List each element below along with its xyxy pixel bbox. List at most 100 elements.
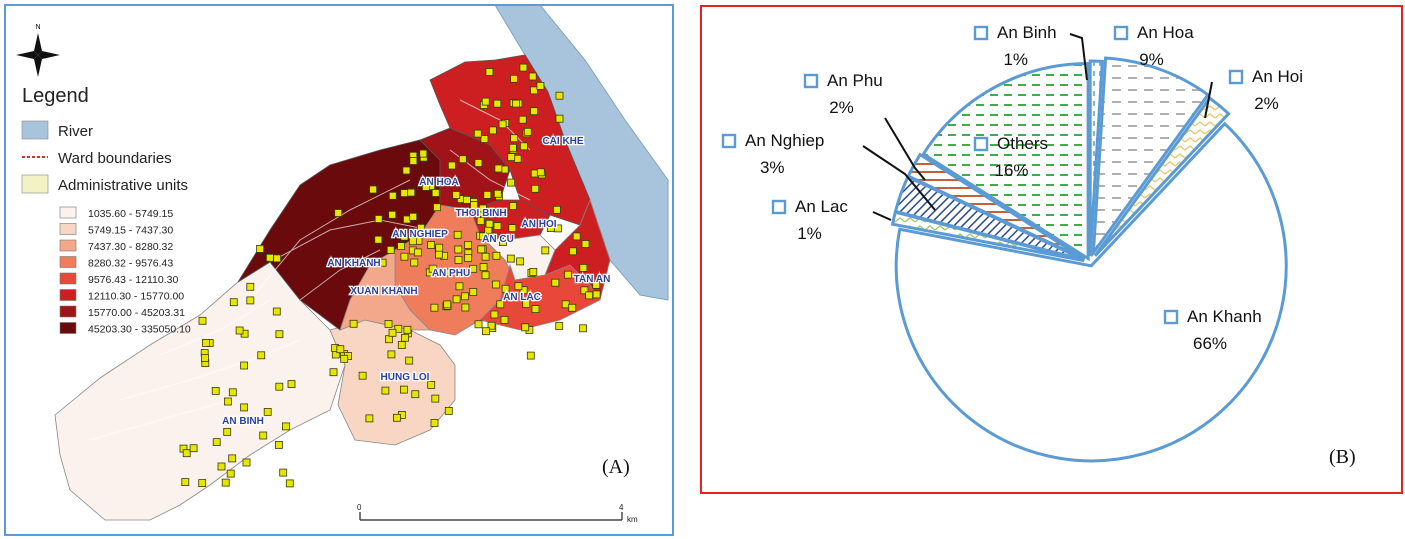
sample-marker bbox=[427, 240, 436, 249]
sample-marker bbox=[182, 449, 191, 458]
class-swatch bbox=[59, 322, 77, 334]
ward-label-an-khanh: AN KHANH bbox=[327, 258, 380, 269]
sample-marker bbox=[551, 278, 560, 287]
sample-marker bbox=[257, 351, 266, 360]
scale-bar: 0 4 km bbox=[357, 503, 638, 524]
scale-end: 4 bbox=[619, 503, 624, 512]
sample-marker bbox=[493, 99, 502, 108]
sample-marker bbox=[500, 315, 509, 324]
sample-marker bbox=[228, 388, 237, 397]
pie-legend-marker bbox=[1163, 309, 1179, 325]
sample-marker bbox=[579, 324, 587, 333]
sample-marker bbox=[464, 253, 473, 262]
sample-marker bbox=[469, 288, 478, 296]
sample-marker bbox=[454, 245, 463, 254]
sample-marker bbox=[508, 143, 517, 152]
map-legend: Legend River Ward boundaries Administrativ… bbox=[21, 85, 191, 336]
ward-label-an-nghiep: AN NGHIEP bbox=[392, 229, 448, 240]
sample-marker bbox=[242, 458, 251, 467]
pie-label-an-nghiep: An Nghiep 3% bbox=[721, 131, 824, 177]
sample-marker bbox=[572, 232, 581, 241]
sample-marker bbox=[405, 356, 414, 365]
pie-slice-percent: 1% bbox=[797, 224, 822, 243]
ward-label-an-lac: AN LAC bbox=[503, 292, 541, 303]
sample-marker bbox=[408, 237, 417, 246]
sample-marker bbox=[461, 303, 470, 312]
sample-marker bbox=[474, 320, 483, 329]
panel-b-pie-chart: An Binh 1% An Hoa 9% An Hoi 2% An Khanh 66% An L… bbox=[700, 5, 1403, 494]
sample-marker bbox=[513, 154, 522, 163]
sample-marker bbox=[349, 319, 358, 328]
sample-marker bbox=[507, 178, 516, 187]
sample-marker bbox=[381, 386, 390, 395]
sample-marker bbox=[212, 438, 221, 447]
sample-marker bbox=[553, 205, 561, 214]
sample-marker bbox=[417, 223, 425, 232]
sample-marker bbox=[454, 255, 463, 264]
pie-slice-name: An Phu bbox=[827, 71, 883, 90]
pie-label-others: Others 16% bbox=[973, 134, 1048, 180]
class-label: 15770.00 - 45203.31 bbox=[88, 307, 185, 319]
sample-marker bbox=[403, 325, 412, 334]
sample-marker bbox=[536, 82, 545, 90]
sample-marker bbox=[235, 326, 244, 335]
sample-marker bbox=[365, 414, 374, 423]
ward-an-binh bbox=[54, 261, 346, 521]
sample-marker bbox=[401, 333, 409, 342]
sample-marker bbox=[485, 219, 494, 228]
sample-marker bbox=[198, 316, 207, 325]
sample-marker bbox=[431, 394, 440, 403]
pie-legend-marker bbox=[771, 199, 787, 215]
sample-marker bbox=[481, 252, 490, 261]
ward-label-an-hoi: AN HOI bbox=[522, 219, 557, 230]
sample-marker bbox=[555, 91, 564, 100]
ward-label-cai-khe: CAI KHE bbox=[542, 136, 583, 147]
pie-slice-percent: 1% bbox=[1003, 50, 1028, 69]
sample-marker bbox=[217, 462, 226, 471]
sample-marker bbox=[569, 247, 577, 256]
class-label: 45203.30 - 335050.10 bbox=[88, 324, 191, 336]
sample-marker bbox=[430, 419, 439, 427]
sample-marker bbox=[452, 191, 461, 199]
sample-marker bbox=[246, 296, 255, 305]
compass-icon: N bbox=[16, 24, 60, 77]
pie-slice-percent: 9% bbox=[1139, 50, 1164, 69]
sample-marker bbox=[452, 295, 461, 304]
ward-label-an-binh: AN BINH bbox=[222, 416, 264, 427]
sample-marker bbox=[334, 209, 343, 217]
sample-marker bbox=[400, 252, 409, 261]
class-swatch bbox=[59, 305, 77, 318]
legend-title: Legend bbox=[22, 85, 89, 107]
sample-marker bbox=[530, 107, 538, 116]
pie-legend-marker bbox=[721, 133, 737, 149]
sample-marker bbox=[476, 217, 485, 225]
sample-marker bbox=[491, 209, 499, 218]
class-swatch bbox=[59, 239, 77, 252]
ward-label-an-phu: AN PHU bbox=[432, 268, 470, 279]
sample-marker bbox=[394, 324, 403, 333]
sample-marker bbox=[555, 322, 564, 330]
sample-marker bbox=[281, 422, 290, 431]
class-swatch bbox=[59, 289, 77, 301]
sample-marker bbox=[221, 478, 230, 487]
sample-marker bbox=[510, 134, 519, 143]
scale-start: 0 bbox=[357, 503, 362, 512]
class-range-0: 1035.60 - 5749.15 bbox=[59, 206, 173, 220]
sample-marker bbox=[531, 305, 540, 314]
legend-label: River bbox=[58, 123, 93, 140]
sample-marker bbox=[240, 361, 249, 370]
sample-marker bbox=[428, 264, 437, 273]
sample-markers bbox=[179, 63, 601, 488]
pie-slice-others bbox=[921, 61, 1090, 262]
sample-marker bbox=[453, 230, 462, 239]
sample-marker bbox=[181, 478, 190, 487]
sample-marker bbox=[388, 328, 397, 337]
sample-marker bbox=[592, 290, 601, 299]
pie-slice-name: An Binh bbox=[997, 23, 1057, 42]
pie-slice-percent: 16% bbox=[994, 161, 1028, 180]
sample-marker bbox=[489, 232, 498, 241]
ward-label-xuan-khanh: XUAN KHANH bbox=[350, 286, 417, 297]
sample-marker bbox=[520, 142, 528, 151]
sample-marker bbox=[419, 149, 428, 158]
sample-marker bbox=[431, 189, 440, 197]
